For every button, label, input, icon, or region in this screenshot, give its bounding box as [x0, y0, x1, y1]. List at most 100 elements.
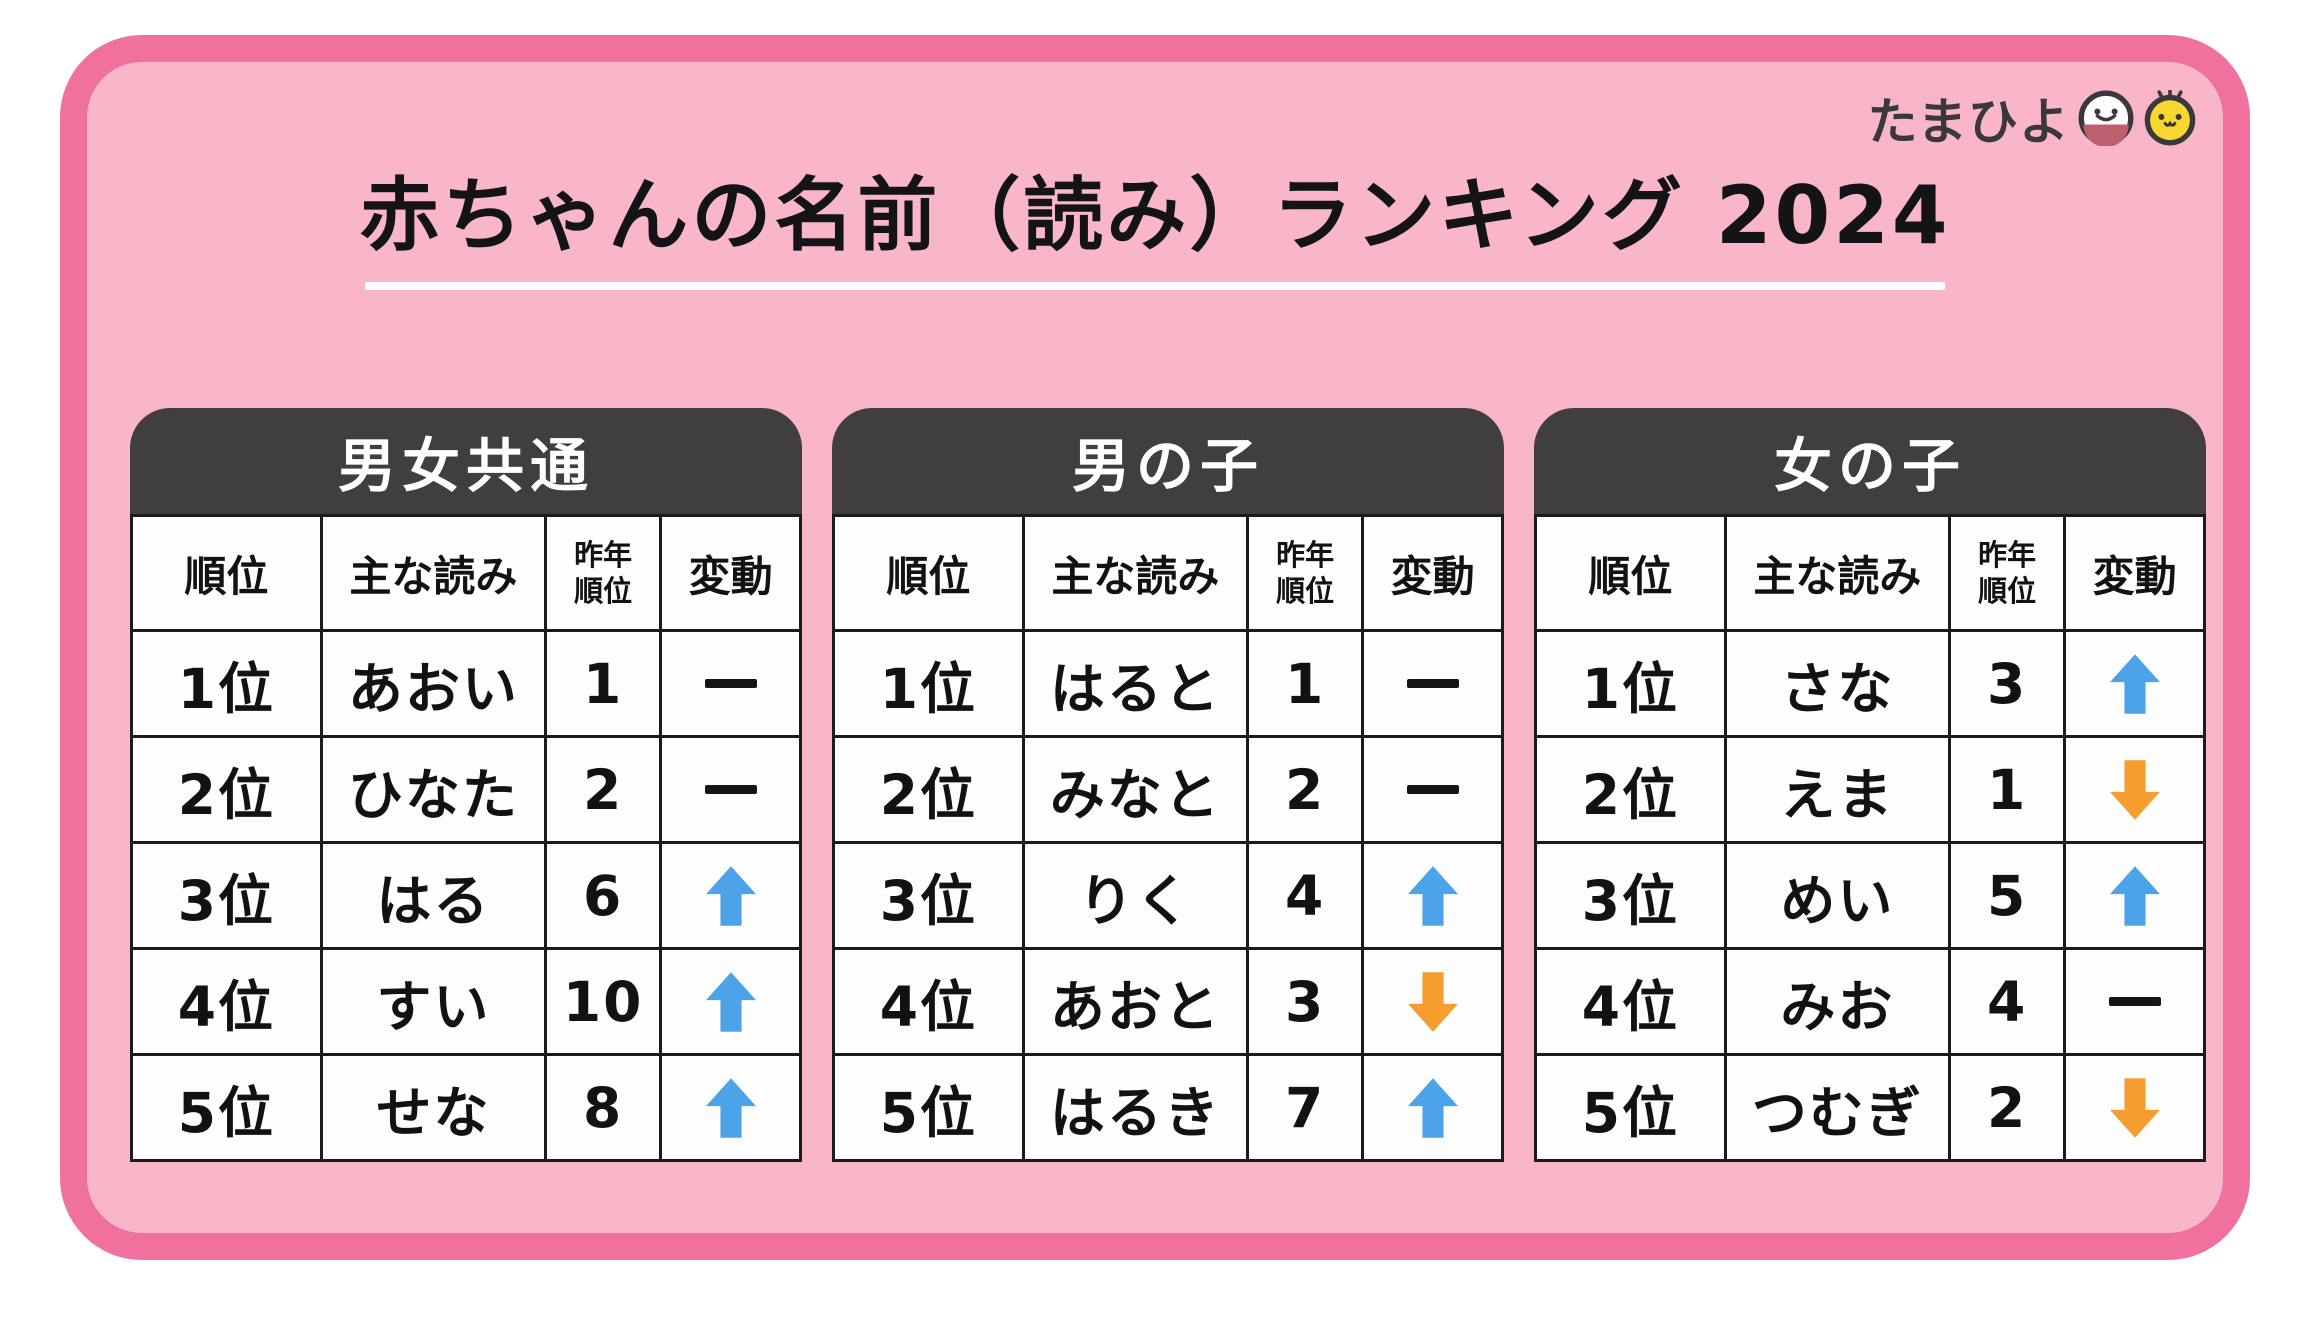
no-change-dash-icon	[1406, 679, 1459, 688]
change-cell	[1361, 735, 1504, 844]
reading-cell: みお	[1723, 947, 1951, 1056]
no-change-dash-icon	[704, 785, 757, 794]
reading-cell: ひなた	[319, 735, 547, 844]
reading-cell: みなと	[1021, 735, 1249, 844]
col-last-year: 昨年 順位	[543, 514, 663, 632]
table-row: 5位 はるき 7	[832, 1053, 1504, 1162]
table-row: 5位 つむぎ 2	[1534, 1053, 2206, 1162]
col-last-year: 昨年 順位	[1245, 514, 1365, 632]
up-arrow-icon	[1407, 865, 1458, 926]
table-header-band: 男の子	[832, 408, 1504, 514]
rank-cell: 4位	[1534, 947, 1727, 1056]
reading-cell: はる	[319, 841, 547, 950]
reading-cell: あおと	[1021, 947, 1249, 1056]
up-arrow-icon	[2109, 865, 2160, 926]
rank-cell: 2位	[130, 735, 323, 844]
change-cell	[659, 629, 802, 738]
reading-cell: せな	[319, 1053, 547, 1162]
up-arrow-icon	[1407, 1077, 1458, 1138]
col-reading: 主な読み	[319, 514, 547, 632]
down-arrow-icon	[2109, 759, 2160, 820]
reading-cell: はると	[1021, 629, 1249, 738]
last-year-cell: 3	[1245, 947, 1365, 1056]
column-header-row: 順位 主な読み 昨年 順位 変動	[1534, 514, 2206, 632]
last-year-cell: 1	[1245, 629, 1365, 738]
ranking-table-boys: 男の子 順位 主な読み 昨年 順位 変動 1位 はると 1 2位 みなと 2 3位 りく 4 4位…	[832, 408, 1504, 1162]
last-year-cell: 8	[543, 1053, 663, 1162]
change-cell	[1361, 947, 1504, 1056]
reading-cell: えま	[1723, 735, 1951, 844]
table-row: 2位 みなと 2	[832, 735, 1504, 844]
col-reading: 主な読み	[1723, 514, 1951, 632]
table-row: 4位 みお 4	[1534, 947, 2206, 1056]
column-header-row: 順位 主な読み 昨年 順位 変動	[832, 514, 1504, 632]
last-year-cell: 2	[1245, 735, 1365, 844]
table-row: 2位 えま 1	[1534, 735, 2206, 844]
col-last-year: 昨年 順位	[1947, 514, 2067, 632]
table-row: 1位 さな 3	[1534, 629, 2206, 738]
rank-cell: 3位	[130, 841, 323, 950]
rank-cell: 4位	[130, 947, 323, 1056]
reading-cell: はるき	[1021, 1053, 1249, 1162]
logo-text: たまひよ	[1867, 93, 2070, 151]
tamahiyo-logo: たまひよ	[1868, 82, 2199, 154]
table-row: 5位 せな 8	[130, 1053, 802, 1162]
col-change: 変動	[659, 514, 802, 632]
table-row: 3位 めい 5	[1534, 841, 2206, 950]
ranking-table-unisex: 男女共通 順位 主な読み 昨年 順位 変動 1位 あおい 1 2位 ひなた 2 3位 はる 6 4…	[130, 408, 802, 1162]
change-cell	[2063, 735, 2206, 844]
last-year-cell: 5	[1947, 841, 2067, 950]
rank-cell: 3位	[832, 841, 1025, 950]
col-reading: 主な読み	[1021, 514, 1249, 632]
down-arrow-icon	[2109, 1077, 2160, 1138]
down-arrow-icon	[1407, 971, 1458, 1032]
egg-face-icon	[2078, 90, 2134, 146]
table-row: 1位 あおい 1	[130, 629, 802, 738]
page-title: 赤ちゃんの名前（読み）ランキング 2024	[359, 169, 1951, 262]
change-cell	[659, 735, 802, 844]
last-year-cell: 6	[543, 841, 663, 950]
ranking-grid: 順位 主な読み 昨年 順位 変動 1位 あおい 1 2位 ひなた 2 3位 はる 6 4位 すい 10…	[130, 514, 802, 1162]
col-change: 変動	[1361, 514, 1504, 632]
ranking-tables: 男女共通 順位 主な読み 昨年 順位 変動 1位 あおい 1 2位 ひなた 2 3位 はる 6 4…	[130, 408, 2206, 1162]
no-change-dash-icon	[2108, 997, 2161, 1006]
reading-cell: つむぎ	[1723, 1053, 1951, 1162]
table-header-band: 男女共通	[130, 408, 802, 514]
chick-face-icon	[2142, 90, 2198, 146]
column-header-row: 順位 主な読み 昨年 順位 変動	[130, 514, 802, 632]
rank-cell: 5位	[130, 1053, 323, 1162]
last-year-cell: 2	[543, 735, 663, 844]
change-cell	[2063, 947, 2206, 1056]
table-row: 3位 はる 6	[130, 841, 802, 950]
table-title: 男の子	[1071, 432, 1264, 500]
col-rank: 順位	[130, 514, 323, 632]
col-change: 変動	[2063, 514, 2206, 632]
reading-cell: すい	[319, 947, 547, 1056]
last-year-cell: 2	[1947, 1053, 2067, 1162]
col-rank: 順位	[1534, 514, 1727, 632]
rank-cell: 2位	[1534, 735, 1727, 844]
no-change-dash-icon	[1406, 785, 1459, 794]
title-underline	[365, 282, 1945, 290]
rank-cell: 3位	[1534, 841, 1727, 950]
up-arrow-icon	[2109, 653, 2160, 714]
change-cell	[659, 841, 802, 950]
reading-cell: めい	[1723, 841, 1951, 950]
change-cell	[2063, 629, 2206, 738]
change-cell	[659, 947, 802, 1056]
last-year-cell: 7	[1245, 1053, 1365, 1162]
table-header-band: 女の子	[1534, 408, 2206, 514]
table-title: 女の子	[1773, 432, 1966, 500]
table-row: 3位 りく 4	[832, 841, 1504, 950]
no-change-dash-icon	[704, 679, 757, 688]
table-row: 4位 あおと 3	[832, 947, 1504, 1056]
last-year-cell: 4	[1947, 947, 2067, 1056]
table-row: 4位 すい 10	[130, 947, 802, 1056]
last-year-cell: 3	[1947, 629, 2067, 738]
rank-cell: 1位	[1534, 629, 1727, 738]
up-arrow-icon	[705, 865, 756, 926]
up-arrow-icon	[705, 971, 756, 1032]
change-cell	[1361, 841, 1504, 950]
rank-cell: 4位	[832, 947, 1025, 1056]
